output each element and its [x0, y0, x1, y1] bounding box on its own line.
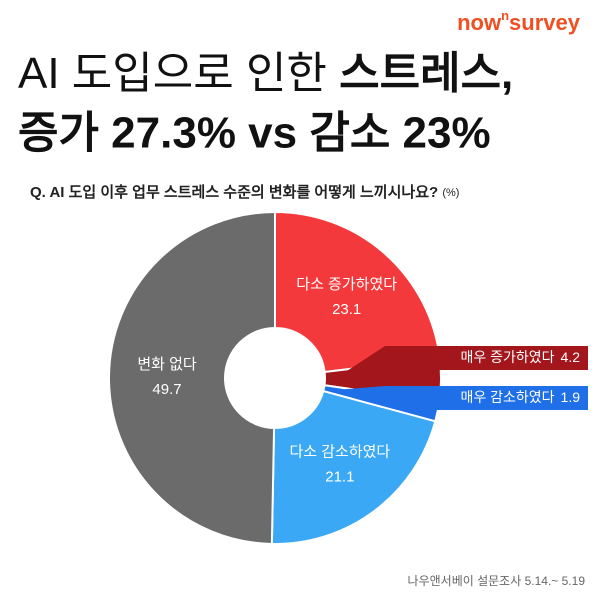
label-banner: [333, 386, 588, 410]
question: Q. AI 도입 이후 업무 스트레스 수준의 변화를 어떻게 느끼시나요? (…: [30, 183, 459, 201]
slice-value: 49.7: [152, 381, 181, 398]
slice-value: 23.1: [332, 301, 361, 318]
label-banner: [334, 346, 588, 379]
slice-label: 다소 증가하였다: [296, 276, 397, 293]
slice-label-name: 매우 감소하였다: [460, 389, 554, 405]
slice-value: 4.2: [561, 349, 581, 365]
brand-sup: n: [501, 8, 509, 23]
source: 나우앤서베이 설문조사 5.14.~ 5.19: [408, 574, 586, 588]
donut-slice: [108, 210, 276, 545]
title-part: AI 도입으로 인한: [18, 49, 327, 98]
brand-post: survey: [509, 10, 581, 35]
slice-label: 매우 증가하였다 4.2: [460, 349, 580, 365]
donut-slice: [270, 389, 437, 545]
slice-label: 매우 감소하였다 1.9: [460, 389, 580, 405]
donut-chart: 다소 증가하였다 23.1 매우 증가하였다 4.2 매우 감소하였다 1.9 다소 감소하…: [108, 210, 588, 545]
slice-value: 21.1: [325, 468, 354, 485]
title-line2: 증가 27.3% vs 감소 23%: [18, 109, 491, 158]
slice-label: 다소 감소하였다: [289, 443, 390, 460]
title-part: 스트레스,: [339, 49, 513, 98]
brand-pre: now: [457, 10, 502, 35]
slice-label: 변화 없다: [137, 356, 197, 373]
donut-slice: [274, 210, 441, 374]
title-line1: AI 도입으로 인한 스트레스,: [18, 49, 513, 98]
slice-label-name: 매우 증가하였다: [460, 349, 554, 365]
brand: nownsurvey: [457, 8, 581, 34]
question-text: Q. AI 도입 이후 업무 스트레스 수준의 변화를 어떻게 느끼시나요?: [30, 183, 438, 201]
slice-value: 1.9: [561, 389, 581, 405]
question-unit: (%): [442, 187, 459, 199]
